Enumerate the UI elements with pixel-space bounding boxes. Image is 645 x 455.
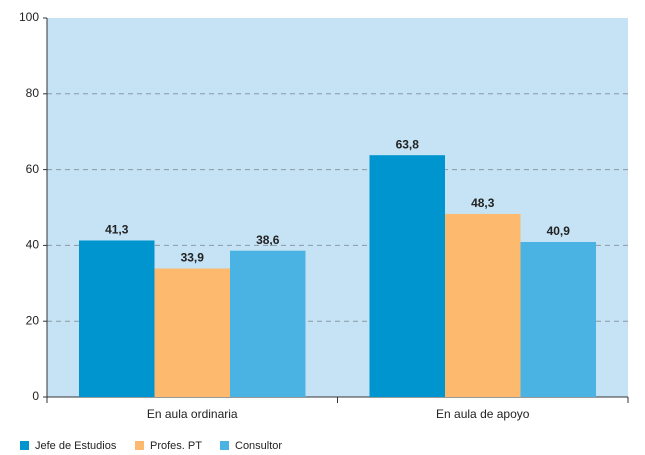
bar: [520, 241, 596, 397]
bar: [230, 250, 306, 397]
bar: [369, 155, 445, 397]
value-label: 33,9: [181, 251, 205, 265]
legend-swatch: [20, 441, 29, 450]
bar: [154, 268, 230, 397]
value-label: 63,8: [396, 137, 420, 151]
legend-swatch: [135, 441, 144, 450]
legend-label: Consultor: [235, 440, 282, 452]
value-label: 41,3: [105, 223, 129, 237]
legend-label: Profes. PT: [150, 440, 202, 452]
y-tick-label: 20: [26, 313, 40, 327]
y-tick-label: 0: [32, 389, 39, 403]
legend-swatch: [220, 441, 229, 450]
x-tick-label: En aula ordinaria: [147, 407, 238, 421]
y-tick-label: 40: [26, 238, 40, 252]
bar: [445, 213, 521, 397]
y-tick-label: 60: [26, 162, 40, 176]
y-tick-label: 80: [26, 86, 40, 100]
bar: [79, 240, 155, 397]
legend-label: Jefe de Estudios: [35, 440, 117, 452]
value-label: 48,3: [471, 196, 495, 210]
value-label: 40,9: [547, 224, 571, 238]
y-tick-label: 100: [19, 10, 39, 24]
x-tick-label: En aula de apoyo: [436, 407, 530, 421]
value-label: 38,6: [256, 233, 280, 247]
